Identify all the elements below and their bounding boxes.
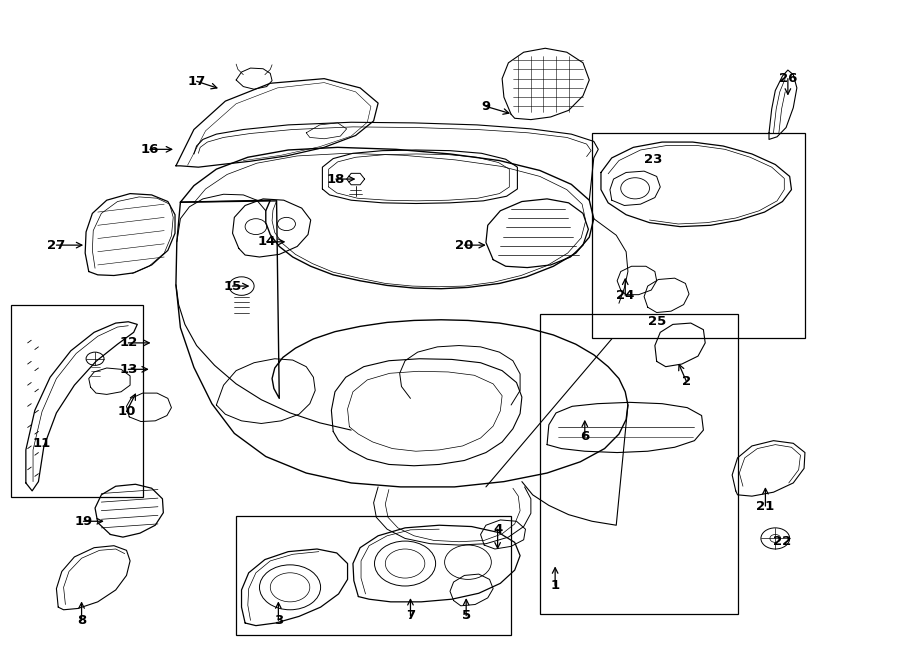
Text: 15: 15	[223, 279, 242, 293]
Text: 23: 23	[644, 153, 662, 166]
Text: 3: 3	[274, 614, 283, 627]
Text: 24: 24	[616, 289, 634, 302]
Text: 12: 12	[119, 336, 138, 350]
Text: 22: 22	[773, 535, 792, 547]
Bar	[540, 314, 738, 614]
Text: 6: 6	[580, 430, 590, 443]
Text: 7: 7	[406, 609, 415, 622]
Text: 17: 17	[187, 75, 206, 88]
Bar	[592, 133, 805, 338]
Text: 16: 16	[140, 143, 159, 156]
Bar	[236, 516, 511, 635]
Text: 18: 18	[327, 173, 345, 185]
Text: 25: 25	[649, 314, 667, 328]
Text: 26: 26	[778, 72, 797, 85]
Text: 13: 13	[119, 363, 138, 376]
Text: 21: 21	[756, 500, 775, 512]
Text: 14: 14	[257, 235, 276, 248]
Text: 9: 9	[482, 100, 490, 113]
Bar	[12, 305, 143, 497]
Text: 10: 10	[117, 405, 136, 418]
Text: 27: 27	[48, 238, 66, 252]
Text: 4: 4	[493, 523, 502, 536]
Text: 5: 5	[462, 609, 471, 622]
Text: 19: 19	[74, 515, 93, 528]
Text: 2: 2	[682, 375, 691, 388]
Text: 11: 11	[33, 437, 51, 449]
Text: 20: 20	[455, 238, 473, 252]
Text: 1: 1	[551, 579, 560, 592]
Text: 8: 8	[76, 614, 86, 627]
